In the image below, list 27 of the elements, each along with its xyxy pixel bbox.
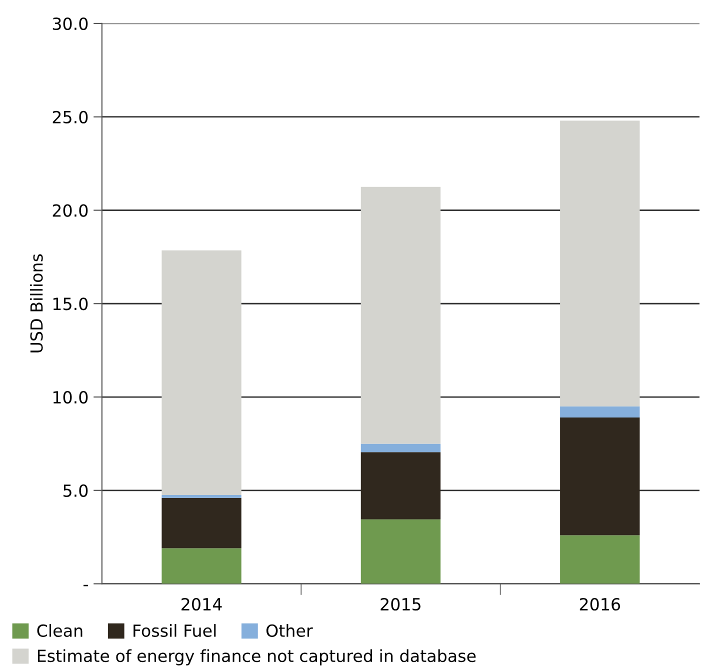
legend-label: Estimate of energy finance not captured in database (38, 649, 476, 666)
x-tick-label: 2016 (580, 598, 620, 611)
y-tick-label: 25.0 (52, 110, 88, 124)
y-axis-title: USD Billions (30, 254, 43, 352)
y-tick-label: 10.0 (53, 390, 88, 404)
bar (162, 250, 242, 496)
y-tick-label: 20.0 (52, 204, 88, 217)
bar (560, 535, 640, 584)
bar (560, 120, 640, 406)
legend-label: Clean (37, 624, 82, 637)
bar (360, 519, 441, 584)
bar (360, 186, 441, 444)
bar (360, 452, 441, 520)
bar (560, 418, 640, 536)
x-tick-label: 2014 (182, 598, 222, 611)
y-tick-label: - (84, 584, 88, 586)
y-tick-label: 15.0 (53, 298, 88, 310)
legend-label: Fossil Fuel (134, 624, 216, 637)
y-tick-label: 5.0 (64, 484, 88, 497)
legend-label: Other (266, 624, 313, 637)
bar (162, 498, 242, 548)
bar (162, 548, 242, 584)
y-tick-label: 30.0 (52, 17, 88, 30)
bar (360, 444, 441, 452)
bar (162, 495, 242, 498)
x-tick-label: 2015 (380, 598, 420, 611)
bar (560, 406, 640, 418)
